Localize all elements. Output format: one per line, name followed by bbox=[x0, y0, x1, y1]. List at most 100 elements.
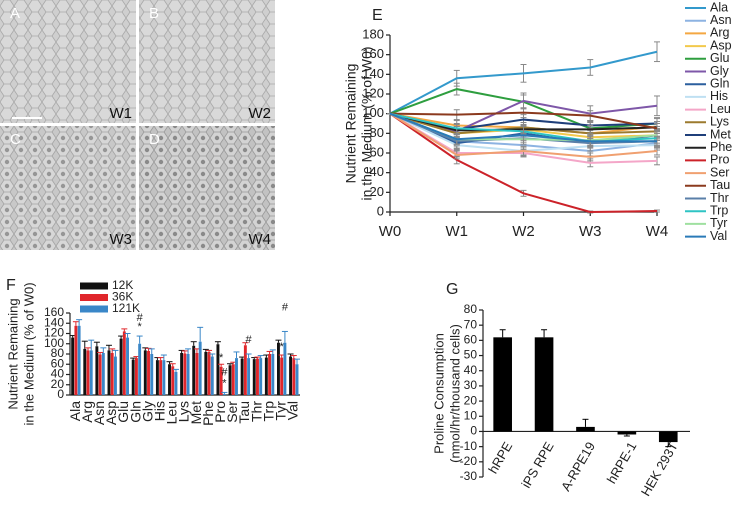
panel-letter: G bbox=[446, 281, 458, 298]
y-tick-label: 160 bbox=[44, 305, 64, 319]
legend-swatch bbox=[80, 294, 108, 301]
y-tick-label: 0 bbox=[57, 387, 64, 401]
x-tick-label: HEK 293T bbox=[638, 439, 681, 498]
bar bbox=[658, 431, 678, 443]
x-tick-label: Leu bbox=[164, 401, 180, 424]
x-tick-label: Met bbox=[188, 401, 204, 424]
bar bbox=[243, 345, 247, 395]
x-tick-label: W1 bbox=[446, 223, 469, 240]
y-tick-label: -30 bbox=[460, 469, 478, 483]
week-label: W4 bbox=[249, 231, 272, 248]
bar bbox=[71, 337, 75, 395]
week-label: W1 bbox=[110, 105, 133, 122]
bar bbox=[268, 354, 272, 395]
bar bbox=[247, 358, 251, 395]
legend-label: Arg bbox=[710, 26, 730, 40]
y-tick-label: 40 bbox=[370, 164, 384, 179]
bar bbox=[493, 337, 512, 432]
bar bbox=[271, 354, 275, 395]
y-axis-title: in the Medium (% of W0) bbox=[359, 46, 375, 200]
bar bbox=[98, 354, 102, 395]
bar bbox=[256, 358, 259, 395]
bar bbox=[204, 351, 208, 395]
chart: F Nutrient Remaining in the Medium (% of W… bbox=[5, 277, 300, 426]
y-axis-title: in the Medium (% of W0) bbox=[21, 282, 36, 425]
bar bbox=[83, 348, 87, 395]
panel-letter: A bbox=[10, 5, 20, 22]
significance-mark: * bbox=[138, 321, 143, 333]
panel-letter: B bbox=[149, 5, 159, 22]
x-tick-label: A-RPE19 bbox=[558, 439, 598, 493]
bar bbox=[95, 346, 99, 395]
y-tick-label: 100 bbox=[44, 336, 64, 350]
x-tick-label: His bbox=[151, 401, 167, 421]
legend-label: 12K bbox=[112, 278, 133, 292]
panel-letter: D bbox=[149, 131, 160, 148]
bar bbox=[277, 342, 280, 395]
week-label: W2 bbox=[249, 105, 272, 122]
y-tick-label: 20 bbox=[464, 393, 478, 407]
bar bbox=[74, 325, 78, 395]
legend-label: Ala bbox=[710, 0, 728, 14]
bar bbox=[147, 350, 150, 395]
legend-label: 36K bbox=[112, 290, 133, 304]
legend-label: Gly bbox=[710, 64, 730, 78]
y-tick-label: 0 bbox=[470, 424, 477, 438]
bar bbox=[171, 366, 175, 395]
bar bbox=[192, 345, 196, 395]
x-tick-label: W4 bbox=[646, 223, 669, 240]
legend-label: Asp bbox=[710, 38, 732, 52]
bar bbox=[240, 358, 244, 395]
legend-label: 121K bbox=[112, 301, 140, 315]
micrograph bbox=[0, 126, 136, 250]
bar bbox=[126, 337, 129, 395]
x-tick-label: W2 bbox=[512, 223, 535, 240]
bar bbox=[183, 353, 187, 395]
y-tick-label: 40 bbox=[51, 367, 65, 381]
bar bbox=[113, 356, 117, 395]
y-tick-label: -20 bbox=[460, 454, 478, 468]
bar bbox=[534, 337, 554, 432]
y-tick-label: 40 bbox=[464, 363, 478, 377]
panel-letter: F bbox=[6, 277, 16, 294]
series-line bbox=[389, 112, 658, 214]
x-tick-label: Glu bbox=[115, 401, 131, 423]
micrographs bbox=[0, 0, 275, 250]
bar bbox=[159, 360, 163, 395]
legend-label: Trp bbox=[710, 203, 728, 217]
bar bbox=[168, 364, 171, 395]
bar bbox=[138, 343, 142, 395]
bar bbox=[198, 341, 202, 395]
y-tick-label: 80 bbox=[370, 125, 384, 140]
bar bbox=[264, 357, 268, 395]
bar bbox=[119, 338, 123, 395]
x-tick-label: Arg bbox=[79, 401, 95, 423]
legend-swatch bbox=[80, 305, 108, 313]
x-tick-label: Ser bbox=[224, 401, 240, 423]
significance-mark: * bbox=[280, 341, 285, 353]
panel-letter: E bbox=[372, 7, 383, 24]
bar bbox=[180, 352, 184, 395]
legend-label: Pro bbox=[710, 153, 730, 167]
legend-swatch bbox=[80, 282, 108, 290]
bar bbox=[101, 352, 105, 395]
legend-label: Tyr bbox=[710, 216, 727, 230]
bar bbox=[280, 357, 284, 395]
bar bbox=[228, 365, 232, 395]
legend-label: Lys bbox=[710, 115, 729, 129]
series-line bbox=[389, 111, 658, 130]
bar bbox=[252, 359, 256, 395]
bar bbox=[131, 359, 135, 395]
legend-label: Met bbox=[710, 127, 731, 141]
legend-label: Tau bbox=[710, 178, 730, 192]
bar bbox=[174, 371, 178, 395]
bar bbox=[295, 364, 299, 395]
legend-label: Gln bbox=[710, 76, 730, 90]
legend-label: His bbox=[710, 89, 728, 103]
bar bbox=[162, 360, 166, 395]
micrograph bbox=[0, 0, 136, 123]
y-axis-title: (nmol/hr/thousand cells) bbox=[447, 324, 462, 463]
bar bbox=[283, 342, 287, 395]
legend-label: Asn bbox=[710, 13, 732, 27]
